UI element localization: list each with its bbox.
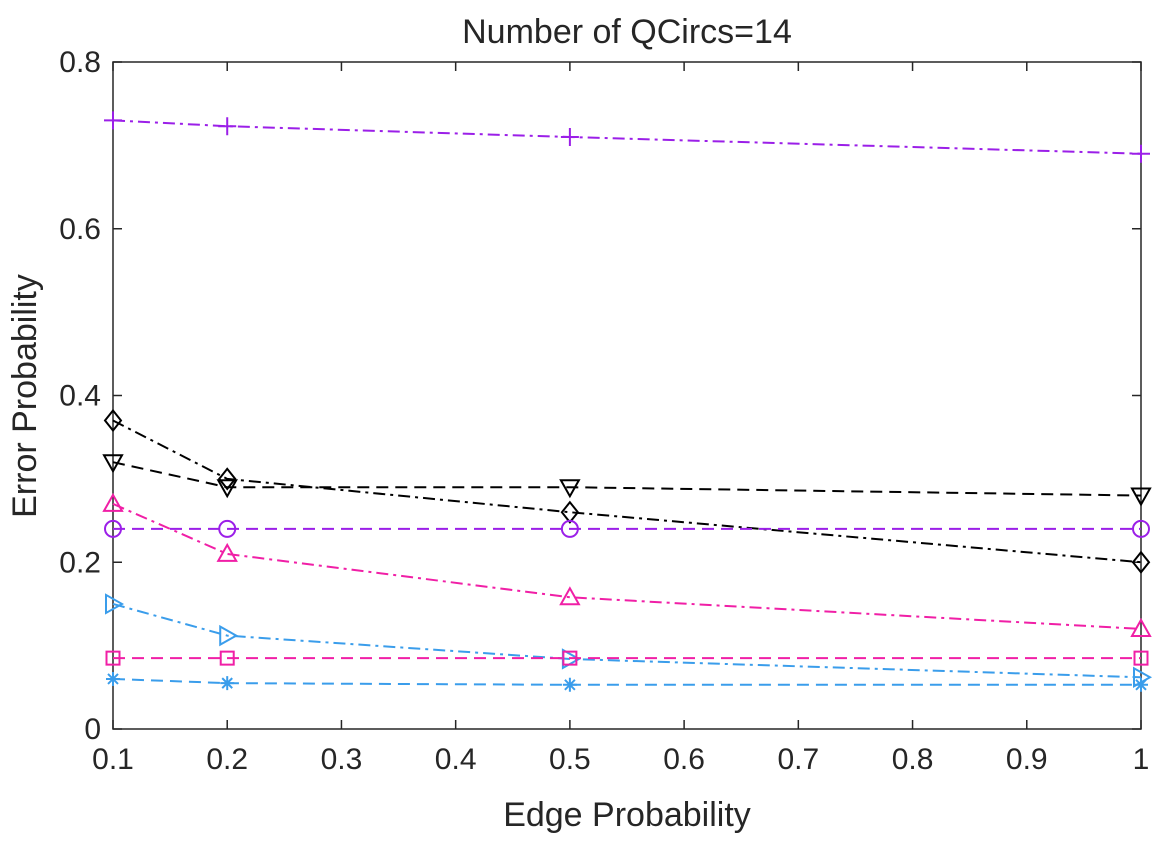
asterisk-marker xyxy=(562,677,577,692)
asterisk-marker xyxy=(106,671,120,686)
diamond-marker xyxy=(1131,550,1151,574)
chart-title: Number of QCircs=14 xyxy=(462,13,792,51)
plus-marker xyxy=(218,117,237,136)
y-axis-label: Error Probability xyxy=(6,274,44,518)
y-tick-label: 0.4 xyxy=(59,380,101,413)
tri-down-marker xyxy=(216,479,238,499)
x-tick-label: 0.5 xyxy=(549,743,591,776)
series-tri-right xyxy=(105,593,1153,689)
plus-marker xyxy=(1132,144,1150,163)
series-line-tri-right xyxy=(112,602,1142,679)
x-tick-label: 0.1 xyxy=(92,743,134,776)
y-tick-label: 0.2 xyxy=(59,546,101,579)
series-line-asterisk xyxy=(112,677,1141,686)
x-tick-label: 0.7 xyxy=(777,743,819,776)
x-tick-label: 0.3 xyxy=(321,743,363,776)
series-circle xyxy=(104,519,1150,538)
tri-down-marker xyxy=(102,454,124,474)
series-line-tri-up xyxy=(112,502,1142,630)
series-layer xyxy=(102,111,1153,692)
y-axis-ticks: 0 0.2 0.4 0.6 0.8 xyxy=(59,46,1141,746)
x-tick-label: 0.8 xyxy=(892,743,934,776)
asterisk-marker xyxy=(1134,677,1148,692)
tri-up-marker xyxy=(102,492,124,512)
x-axis-label: Edge Probability xyxy=(503,796,751,834)
tri-right-marker xyxy=(219,624,239,647)
tri-down-marker xyxy=(1130,487,1152,507)
y-tick-label: 0.8 xyxy=(59,46,101,79)
square-marker xyxy=(562,650,578,666)
series-line-plus xyxy=(112,119,1142,155)
series-line-diamond xyxy=(112,419,1142,564)
asterisk-marker xyxy=(220,676,235,691)
y-tick-label: 0 xyxy=(84,713,101,746)
tri-up-marker xyxy=(216,542,238,562)
circle-marker xyxy=(560,519,579,538)
circle-marker xyxy=(218,519,237,538)
tri-up-marker xyxy=(1130,617,1152,637)
series-square xyxy=(105,650,1149,666)
series-diamond xyxy=(103,408,1151,574)
square-marker xyxy=(105,650,121,666)
x-tick-label: 0.4 xyxy=(435,743,477,776)
tri-right-marker xyxy=(105,593,125,615)
series-line-tri-down xyxy=(112,461,1142,497)
y-tick-label: 0.6 xyxy=(59,213,101,246)
diamond-marker xyxy=(103,408,123,433)
circle-marker xyxy=(1132,519,1150,538)
x-tick-label: 0.9 xyxy=(1006,743,1048,776)
tri-up-marker xyxy=(559,586,581,606)
series-tri-down xyxy=(102,454,1152,507)
x-tick-label: 0.6 xyxy=(663,743,705,776)
series-plus xyxy=(104,111,1150,163)
diamond-marker xyxy=(217,467,237,491)
square-marker xyxy=(219,650,235,666)
series-tri-up xyxy=(102,492,1152,637)
plus-marker xyxy=(104,111,122,130)
plus-marker xyxy=(560,128,579,147)
diamond-marker xyxy=(560,500,580,524)
series-asterisk xyxy=(106,671,1148,692)
x-axis-ticks: 0.1 0.2 0.3 0.4 0.5 0.6 0.7 0.8 0.9 1 xyxy=(92,62,1149,776)
tri-down-marker xyxy=(559,479,581,499)
x-tick-label: 1 xyxy=(1133,743,1150,776)
square-marker xyxy=(1133,650,1149,666)
circle-marker xyxy=(104,519,122,538)
x-tick-label: 0.2 xyxy=(206,743,248,776)
